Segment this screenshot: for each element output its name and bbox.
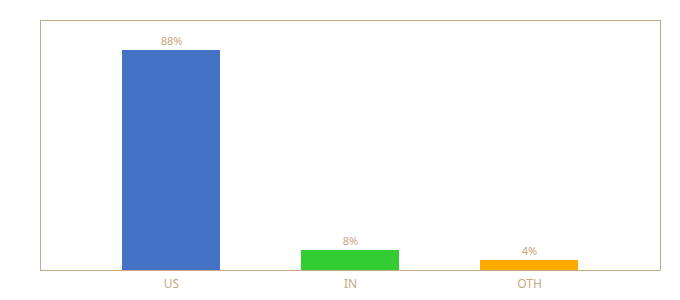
svg-text:IN: IN bbox=[344, 275, 357, 292]
svg-text:88%: 88% bbox=[161, 33, 183, 48]
svg-text:US: US bbox=[164, 275, 180, 292]
svg-text:4%: 4% bbox=[522, 243, 537, 258]
svg-text:8%: 8% bbox=[343, 233, 358, 248]
svg-text:OTH: OTH bbox=[517, 275, 542, 292]
